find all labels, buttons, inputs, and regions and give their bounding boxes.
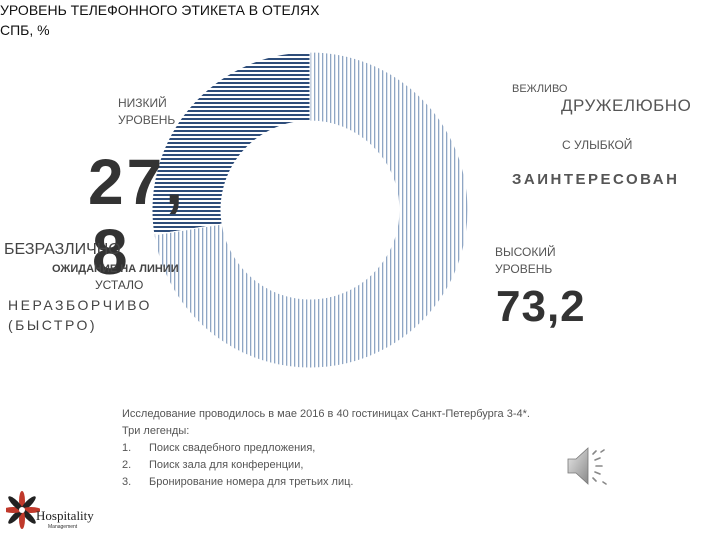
donut-slice-high-level xyxy=(153,51,469,369)
keyword-indifferent: БЕЗРАЗЛИЧНО xyxy=(4,241,121,258)
note-item-text: Поиск свадебного предложения, xyxy=(149,442,316,454)
high-level-label-line-1: ВЫСОКИЙ xyxy=(495,245,556,259)
keyword-friendly: ДРУЖЕЛЮБНО xyxy=(561,96,692,115)
note-item-text: Бронирование номера для третьих лиц. xyxy=(149,476,354,488)
logo-name: Hospitality xyxy=(36,508,94,523)
title-line-1: УРОВЕНЬ ТЕЛЕФОННОГО ЭТИКЕТА В ОТЕЛЯХ xyxy=(0,2,320,18)
research-note: Исследование проводилось в мае 2016 в 40… xyxy=(122,406,642,491)
low-level-value-part-1: 27, xyxy=(88,146,186,218)
low-level-label-line-2: УРОВЕНЬ xyxy=(118,113,176,127)
note-legends-title: Три легенды: xyxy=(122,425,190,437)
note-item: 2. Поиск зала для конференции, xyxy=(122,457,642,474)
low-level-label-line-1: НИЗКИЙ xyxy=(118,96,167,110)
keyword-polite: ВЕЖЛИВО xyxy=(512,83,568,95)
keyword-illegible-line-1: НЕРАЗБОРЧИВО xyxy=(8,297,152,313)
high-level-label-line-2: УРОВЕНЬ xyxy=(495,262,553,276)
donut-slice-low-level xyxy=(151,51,311,236)
hospitality-flower-logo-icon xyxy=(6,491,40,529)
note-item-text: Поиск зала для конференции, xyxy=(149,459,304,471)
chart-title: УРОВЕНЬ ТЕЛЕФОННОГО ЭТИКЕТА В ОТЕЛЯХ СПБ… xyxy=(0,0,400,40)
donut-chart xyxy=(151,51,469,369)
low-level-value: 27, 8 xyxy=(88,140,208,294)
note-item: 3. Бронирование номера для третьих лиц. xyxy=(122,474,642,491)
note-item-number: 3. xyxy=(122,476,132,488)
note-item-number: 1. xyxy=(122,442,132,454)
keyword-illegible-line-2: (БЫСТРО) xyxy=(8,317,98,333)
high-level-value: 73,2 xyxy=(496,282,586,331)
logo-subtitle: Management xyxy=(48,524,78,530)
keyword-illegible: НЕРАЗБОРЧИВО (БЫСТРО) xyxy=(8,295,152,335)
low-level-value-part-2: 8 xyxy=(92,216,131,288)
low-level-label: НИЗКИЙ УРОВЕНЬ xyxy=(118,95,175,129)
note-intro: Исследование проводилось в мае 2016 в 40… xyxy=(122,408,530,420)
keyword-smile: С УЛЫБКОЙ xyxy=(562,138,633,152)
note-item-number: 2. xyxy=(122,459,132,471)
keyword-waiting: ОЖИДАНИЕ НА ЛИНИИ xyxy=(52,263,179,275)
title-line-2: СПБ, % xyxy=(0,22,50,38)
keyword-tired: УСТАЛО xyxy=(95,278,144,292)
high-level-label: ВЫСОКИЙ УРОВЕНЬ xyxy=(495,244,556,278)
speaker-icon[interactable] xyxy=(562,444,612,488)
note-item: 1. Поиск свадебного предложения, xyxy=(122,440,642,457)
keyword-interested: ЗАИНТЕРЕСОВАН xyxy=(512,171,680,188)
